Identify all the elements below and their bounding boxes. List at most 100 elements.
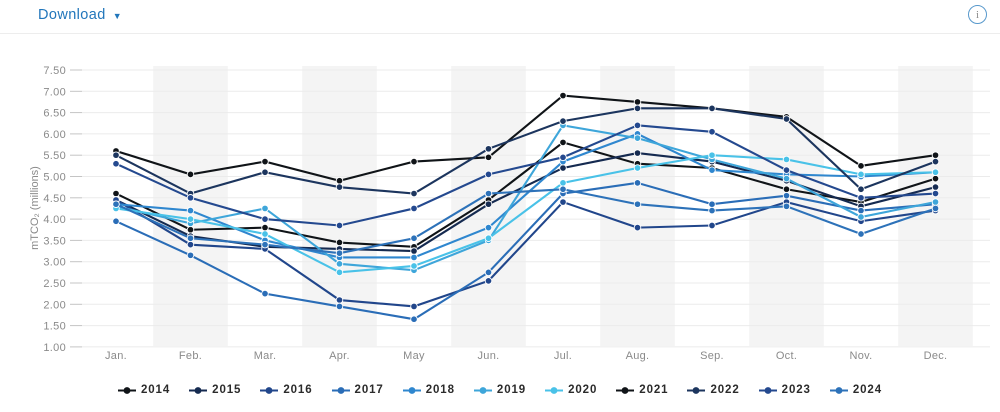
legend-label: 2018 (425, 384, 455, 396)
x-tick-label: Aug. (626, 350, 650, 362)
data-point (335, 183, 344, 191)
data-point (633, 149, 642, 157)
data-point (857, 162, 865, 170)
data-point (857, 194, 865, 202)
data-point (931, 157, 940, 166)
data-point (261, 215, 269, 223)
legend-marker-icon (829, 386, 848, 394)
data-point (559, 153, 567, 162)
legend-label: 2017 (354, 384, 384, 396)
info-icon[interactable]: i (968, 5, 987, 24)
data-point (857, 185, 865, 194)
legend-marker-icon (189, 386, 208, 394)
download-button-label: Download (38, 7, 106, 23)
data-point (633, 200, 642, 208)
series-line-2019 (115, 124, 936, 272)
data-point (112, 200, 120, 208)
data-point (410, 157, 418, 166)
data-point (335, 249, 344, 257)
x-tick-label: Apr. (329, 350, 350, 362)
data-point (782, 166, 791, 174)
data-point (112, 189, 120, 198)
data-point (186, 234, 195, 243)
legend-marker-icon (473, 386, 492, 394)
series-2020 (112, 151, 940, 277)
legend-label: 2024 (852, 384, 883, 396)
data-point (484, 189, 493, 198)
data-point (782, 202, 791, 211)
data-point (186, 194, 195, 202)
legend-item-2020[interactable]: 2020 (545, 384, 597, 396)
data-point (186, 170, 195, 179)
data-point (410, 315, 418, 323)
data-point (559, 138, 567, 147)
legend-marker-icon (687, 386, 706, 394)
data-point (484, 277, 493, 285)
legend-label: 2020 (568, 384, 598, 396)
emissions-chart: 7.50 7.00 6.50 6.00 5.50 5.00 4.50 4.00 3.50 3.00… (0, 34, 1000, 374)
toolbar: Download ▼ i (0, 0, 1000, 33)
header-divider (0, 33, 1000, 34)
x-tick-label: Sep. (700, 350, 724, 362)
data-point (410, 302, 418, 311)
data-point (931, 174, 940, 183)
legend-item-2018[interactable]: 2018 (402, 384, 455, 396)
series-2023 (112, 121, 940, 230)
legend-marker-icon (758, 386, 777, 394)
download-button[interactable]: Download ▼ (38, 7, 122, 23)
data-point (261, 168, 269, 176)
legend-item-2021[interactable]: 2021 (616, 384, 668, 396)
legend-item-2016[interactable]: 2016 (260, 384, 312, 396)
data-point (931, 189, 940, 198)
data-point (782, 191, 791, 200)
data-point (186, 240, 195, 249)
data-point (559, 198, 567, 206)
data-point (931, 198, 940, 206)
data-point (857, 170, 865, 179)
data-point (633, 134, 642, 142)
y-tick-label: 7.50 (43, 65, 66, 77)
data-point (708, 104, 716, 113)
series-2017 (112, 179, 940, 323)
data-point (559, 185, 567, 194)
data-point (261, 240, 269, 249)
legend-marker-icon (616, 386, 635, 394)
x-tick-label: Mar. (254, 350, 277, 362)
y-axis-title: mTCO₂ (millions) (29, 166, 41, 250)
data-point (335, 177, 344, 185)
data-point (335, 260, 344, 268)
y-tick-label: 3.00 (43, 257, 66, 269)
data-point (335, 302, 344, 311)
data-point (112, 159, 120, 168)
legend-item-2014[interactable]: 2014 (117, 384, 170, 396)
legend-marker-icon (402, 386, 421, 394)
data-point (335, 296, 344, 304)
data-point (186, 251, 195, 260)
chevron-down-icon: ▼ (112, 11, 122, 21)
data-point (484, 153, 493, 162)
data-point (410, 204, 418, 213)
y-tick-label: 7.00 (43, 86, 66, 98)
data-point (410, 234, 418, 243)
legend-item-2024[interactable]: 2024 (829, 384, 883, 396)
x-tick-label: Feb. (179, 350, 202, 362)
data-point (633, 121, 642, 130)
data-point (782, 155, 791, 164)
data-point (633, 164, 642, 172)
series-line-2024 (115, 188, 936, 255)
legend-item-2022[interactable]: 2022 (687, 384, 739, 396)
data-point (782, 174, 791, 183)
data-point (633, 179, 642, 187)
legend-item-2015[interactable]: 2015 (189, 384, 241, 396)
legend-label: 2022 (710, 384, 740, 396)
data-point (633, 104, 642, 113)
data-point (931, 183, 940, 191)
y-tick-label: 1.50 (43, 321, 66, 333)
data-point (112, 151, 120, 159)
data-point (559, 179, 567, 187)
legend-item-2017[interactable]: 2017 (331, 384, 384, 396)
legend-item-2023[interactable]: 2023 (758, 384, 811, 396)
legend-label: 2021 (639, 384, 669, 396)
data-point (559, 91, 567, 100)
legend-item-2019[interactable]: 2019 (473, 384, 526, 396)
